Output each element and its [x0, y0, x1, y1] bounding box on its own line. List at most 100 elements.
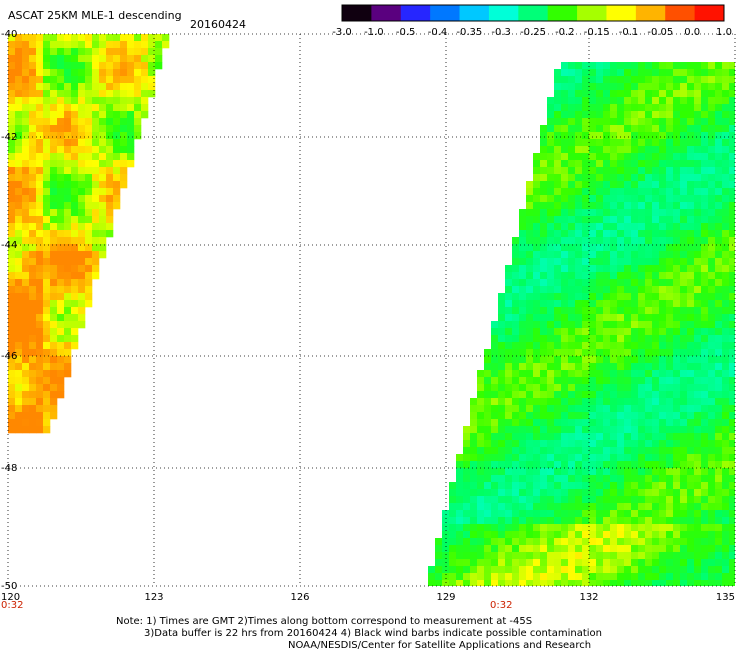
heatmap-cell [498, 370, 506, 378]
heatmap-cell [610, 132, 618, 140]
heatmap-cell [568, 62, 576, 70]
heatmap-cell [659, 489, 667, 497]
heatmap-cell [484, 454, 492, 462]
heatmap-cell [85, 237, 93, 245]
heatmap-cell [680, 517, 688, 525]
heatmap-cell [631, 76, 639, 84]
heatmap-cell [78, 69, 86, 77]
heatmap-cell [512, 335, 520, 343]
heatmap-cell [631, 307, 639, 315]
heatmap-cell [673, 118, 681, 126]
heatmap-cell [631, 314, 639, 322]
heatmap-cell [85, 132, 93, 140]
heatmap-cell [519, 265, 527, 273]
heatmap-cell [8, 153, 16, 161]
heatmap-cell [57, 377, 65, 385]
heatmap-cell [694, 580, 702, 586]
heatmap-cell [64, 279, 72, 287]
heatmap-cell [624, 174, 632, 182]
heatmap-cell [596, 405, 604, 413]
heatmap-cell [463, 433, 471, 441]
heatmap-cell [722, 398, 730, 406]
heatmap-cell [589, 258, 597, 266]
heatmap-cell [729, 482, 735, 490]
heatmap-cell [29, 244, 37, 252]
heatmap-cell [50, 139, 58, 147]
heatmap-cell [50, 76, 58, 84]
heatmap-cell [666, 349, 674, 357]
heatmap-cell [15, 335, 23, 343]
heatmap-cell [582, 377, 590, 385]
heatmap-cell [43, 258, 51, 266]
heatmap-cell [50, 363, 58, 371]
heatmap-cell [617, 524, 625, 532]
heatmap-cell [645, 496, 653, 504]
heatmap-cell [603, 419, 611, 427]
heatmap-cell [568, 202, 576, 210]
heatmap-cell [554, 405, 562, 413]
heatmap-cell [617, 90, 625, 98]
heatmap-cell [715, 76, 723, 84]
heatmap-cell [15, 153, 23, 161]
heatmap-cell [29, 328, 37, 336]
heatmap-cell [470, 566, 478, 574]
heatmap-cell [582, 62, 590, 70]
heatmap-cell [64, 335, 72, 343]
heatmap-cell [449, 517, 457, 525]
heatmap-cell [715, 384, 723, 392]
longitude-tick-label: 129 [436, 592, 455, 603]
heatmap-cell [568, 384, 576, 392]
heatmap-cell [589, 496, 597, 504]
heatmap-cell [708, 510, 716, 518]
heatmap-cell [645, 342, 653, 350]
heatmap-cell [589, 580, 597, 586]
heatmap-cell [533, 307, 541, 315]
heatmap-cell [540, 139, 548, 147]
heatmap-cell [715, 419, 723, 427]
heatmap-cell [568, 160, 576, 168]
heatmap-cell [498, 503, 506, 511]
heatmap-cell [631, 258, 639, 266]
heatmap-cell [680, 209, 688, 217]
heatmap-cell [645, 244, 653, 252]
heatmap-cell [505, 580, 513, 586]
heatmap-cell [603, 454, 611, 462]
heatmap-cell [554, 489, 562, 497]
heatmap-cell [575, 307, 583, 315]
heatmap-cell [652, 76, 660, 84]
heatmap-cell [715, 447, 723, 455]
heatmap-cell [652, 237, 660, 245]
heatmap-cell [57, 153, 65, 161]
heatmap-cell [29, 391, 37, 399]
heatmap-cell [694, 475, 702, 483]
heatmap-cell [701, 125, 709, 133]
heatmap-cell [43, 104, 51, 112]
heatmap-cell [57, 139, 65, 147]
heatmap-cell [547, 426, 555, 434]
heatmap-cell [85, 48, 93, 56]
heatmap-cell [463, 482, 471, 490]
heatmap-cell [449, 580, 457, 586]
heatmap-cell [99, 104, 107, 112]
heatmap-cell [631, 559, 639, 567]
heatmap-cell [540, 538, 548, 546]
heatmap-cell [687, 580, 695, 586]
heatmap-cell [659, 524, 667, 532]
heatmap-cell [694, 517, 702, 525]
heatmap-cell [29, 97, 37, 105]
heatmap-cell [561, 279, 569, 287]
heatmap-cell [561, 202, 569, 210]
heatmap-cell [582, 510, 590, 518]
heatmap-cell [673, 279, 681, 287]
heatmap-cell [582, 482, 590, 490]
heatmap-cell [666, 118, 674, 126]
heatmap-cell [617, 510, 625, 518]
heatmap-cell [603, 363, 611, 371]
heatmap-cell [708, 230, 716, 238]
heatmap-cell [29, 139, 37, 147]
heatmap-cell [568, 216, 576, 224]
heatmap-cell [722, 300, 730, 308]
heatmap-cell [85, 230, 93, 238]
heatmap-cell [547, 132, 555, 140]
heatmap-cell [99, 167, 107, 175]
